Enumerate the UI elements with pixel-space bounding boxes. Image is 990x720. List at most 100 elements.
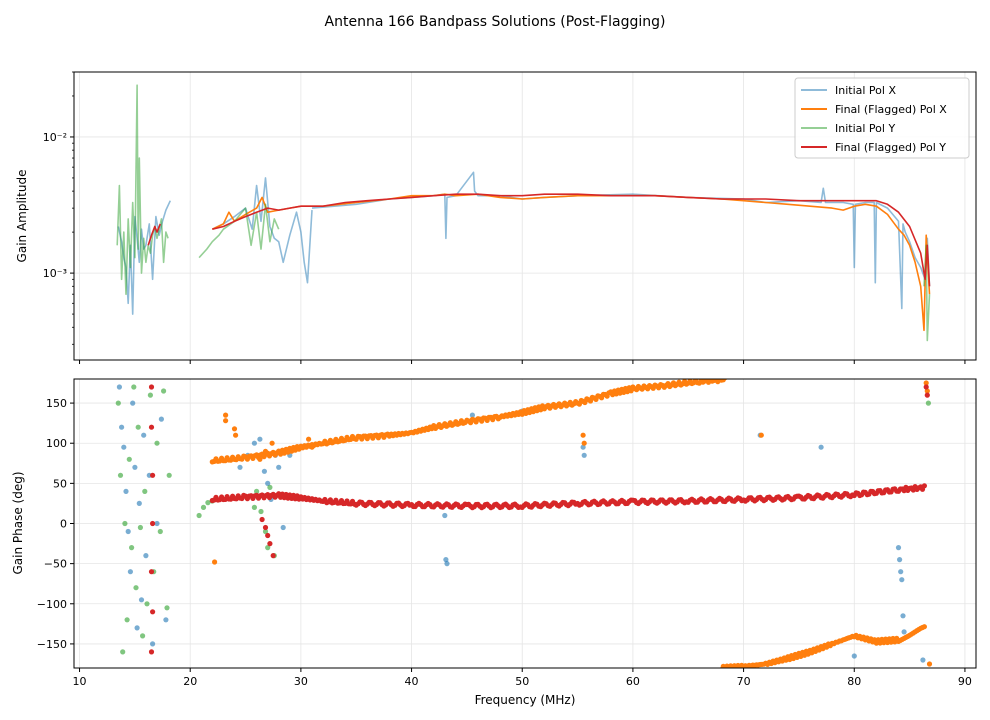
phase-plot-area [115,379,933,668]
phase-point-initial-pol-x [900,613,906,619]
legend-label-initial-pol-y: Initial Pol Y [835,122,895,135]
phase-point-final-flagged-pol-x [223,412,229,418]
phase-point-final-flagged-pol-y [267,541,273,547]
phase-point-initial-pol-y [925,400,932,406]
phase-point-final-flagged-pol-x [581,440,587,446]
phase-point-initial-pol-x [898,569,904,575]
phase-point-initial-pol-y [161,388,167,394]
phase-point-initial-pol-y [115,400,121,406]
amplitude-plot-area [116,84,931,342]
phase-point-initial-pol-y [157,528,163,535]
phase-point-final-flagged-pol-x [306,436,312,442]
phase-point-initial-pol-y [262,528,269,535]
phase-point-final-flagged-pol-y [150,609,156,615]
amplitude-y-label: Gain Amplitude [15,170,29,263]
phase-point-final-flagged-pol-x [923,380,929,386]
amp-line-initial-pol-x [311,171,931,310]
amp-line-initial-pol-x [117,200,172,315]
phase-point-initial-pol-y [267,484,273,490]
legend-label-initial-pol-x: Initial Pol X [835,84,896,97]
phase-point-initial-pol-y [133,585,139,591]
phase-point-initial-pol-x [444,561,450,567]
phase-y-tick-label: 100 [46,437,67,450]
phase-point-initial-pol-y [254,488,260,494]
phase-point-initial-pol-x [127,569,133,575]
x-tick-label: 90 [958,675,972,688]
x-tick-label: 70 [737,675,751,688]
phase-point-initial-pol-x [895,545,902,551]
phase-point-initial-pol-x [818,444,824,450]
x-tick-label: 60 [626,675,640,688]
phase-point-final-flagged-pol-y [921,483,928,489]
phase-point-initial-pol-x [143,553,149,559]
phase-point-final-flagged-pol-x [580,432,586,438]
phase-point-final-flagged-pol-x [924,388,930,394]
phase-y-axis: −150 −100 −50 0 50 100 150 [37,397,74,651]
phase-point-final-flagged-pol-y [148,424,155,430]
x-tick-label: 30 [294,675,308,688]
phase-point-initial-pol-x [150,641,156,647]
x-tick-label: 80 [847,675,861,688]
phase-point-initial-pol-y [205,500,211,506]
phase-point-initial-pol-x [897,557,903,563]
phase-point-initial-pol-y [140,633,146,639]
phase-point-initial-pol-x [443,557,449,563]
phase-point-final-flagged-pol-y [259,516,265,523]
phase-point-final-flagged-pol-x [921,624,928,630]
phase-point-initial-pol-x [141,432,147,438]
legend-label-final-flagged-pol-y: Final (Flagged) Pol Y [835,141,946,154]
phase-point-initial-pol-x [920,657,926,663]
phase-point-initial-pol-y [164,605,170,611]
phase-point-initial-pol-x [257,436,263,442]
phase-point-initial-pol-x [280,524,286,531]
phase-y-tick-label: 150 [46,397,67,410]
phase-point-initial-pol-y [258,508,264,515]
phase-point-initial-pol-x [276,464,282,470]
amp-y-tick-label: 10⁻² [43,131,67,144]
phase-point-final-flagged-pol-y [923,384,929,390]
phase-point-final-flagged-pol-x [262,448,269,454]
phase-point-initial-pol-y [135,424,141,430]
phase-point-initial-pol-x [130,400,136,406]
amplitude-y-axis: 10⁻³ 10⁻² [43,71,74,345]
phase-point-initial-pol-x [237,464,243,470]
amplitude-x-axis [79,360,966,364]
phase-point-initial-pol-y [129,545,135,551]
amplitude-axes-frame [73,71,977,361]
phase-point-initial-pol-x [163,617,169,623]
phase-point-initial-pol-x [899,577,905,583]
phase-point-initial-pol-y [117,472,124,478]
phase-point-final-flagged-pol-x [233,432,239,438]
phase-point-initial-pol-x [251,440,257,446]
phase-point-initial-pol-x [261,468,267,474]
amp-y-tick-label: 10⁻³ [43,267,67,280]
phase-point-initial-pol-y [147,392,153,398]
phase-x-axis: 10 20 30 40 50 60 70 80 90 [73,668,972,688]
phase-point-initial-pol-x [132,464,138,470]
phase-point-initial-pol-x [116,384,122,390]
phase-point-final-flagged-pol-y [148,569,155,575]
phase-point-initial-pol-y [166,472,172,478]
chart-title: Antenna 166 Bandpass Solutions (Post-Fla… [325,14,666,30]
amp-line-final-flagged-pol-y [212,193,931,287]
phase-y-tick-label: 50 [53,477,67,490]
phase-point-final-flagged-pol-x [212,559,218,565]
amplitude-gridlines [74,72,976,360]
amplitude-panel: 10⁻³ 10⁻² Gain Amplitude Initial Pol X Fin… [15,71,977,364]
phase-point-initial-pol-x [136,500,142,506]
phase-point-final-flagged-pol-y [270,553,276,559]
phase-point-initial-pol-y [154,440,160,446]
phase-point-final-flagged-pol-x [758,432,764,438]
phase-point-final-flagged-pol-y [148,384,155,390]
phase-y-tick-label: −100 [37,598,67,611]
phase-point-initial-pol-y [124,617,130,623]
phase-point-final-flagged-pol-x [257,456,263,462]
phase-point-initial-pol-x [125,528,131,535]
phase-point-initial-pol-y [142,488,148,494]
amp-line-initial-pol-y [116,84,169,295]
phase-point-initial-pol-y [196,512,202,519]
phase-point-final-flagged-pol-x [722,379,728,381]
phase-point-final-flagged-pol-y [150,520,156,527]
